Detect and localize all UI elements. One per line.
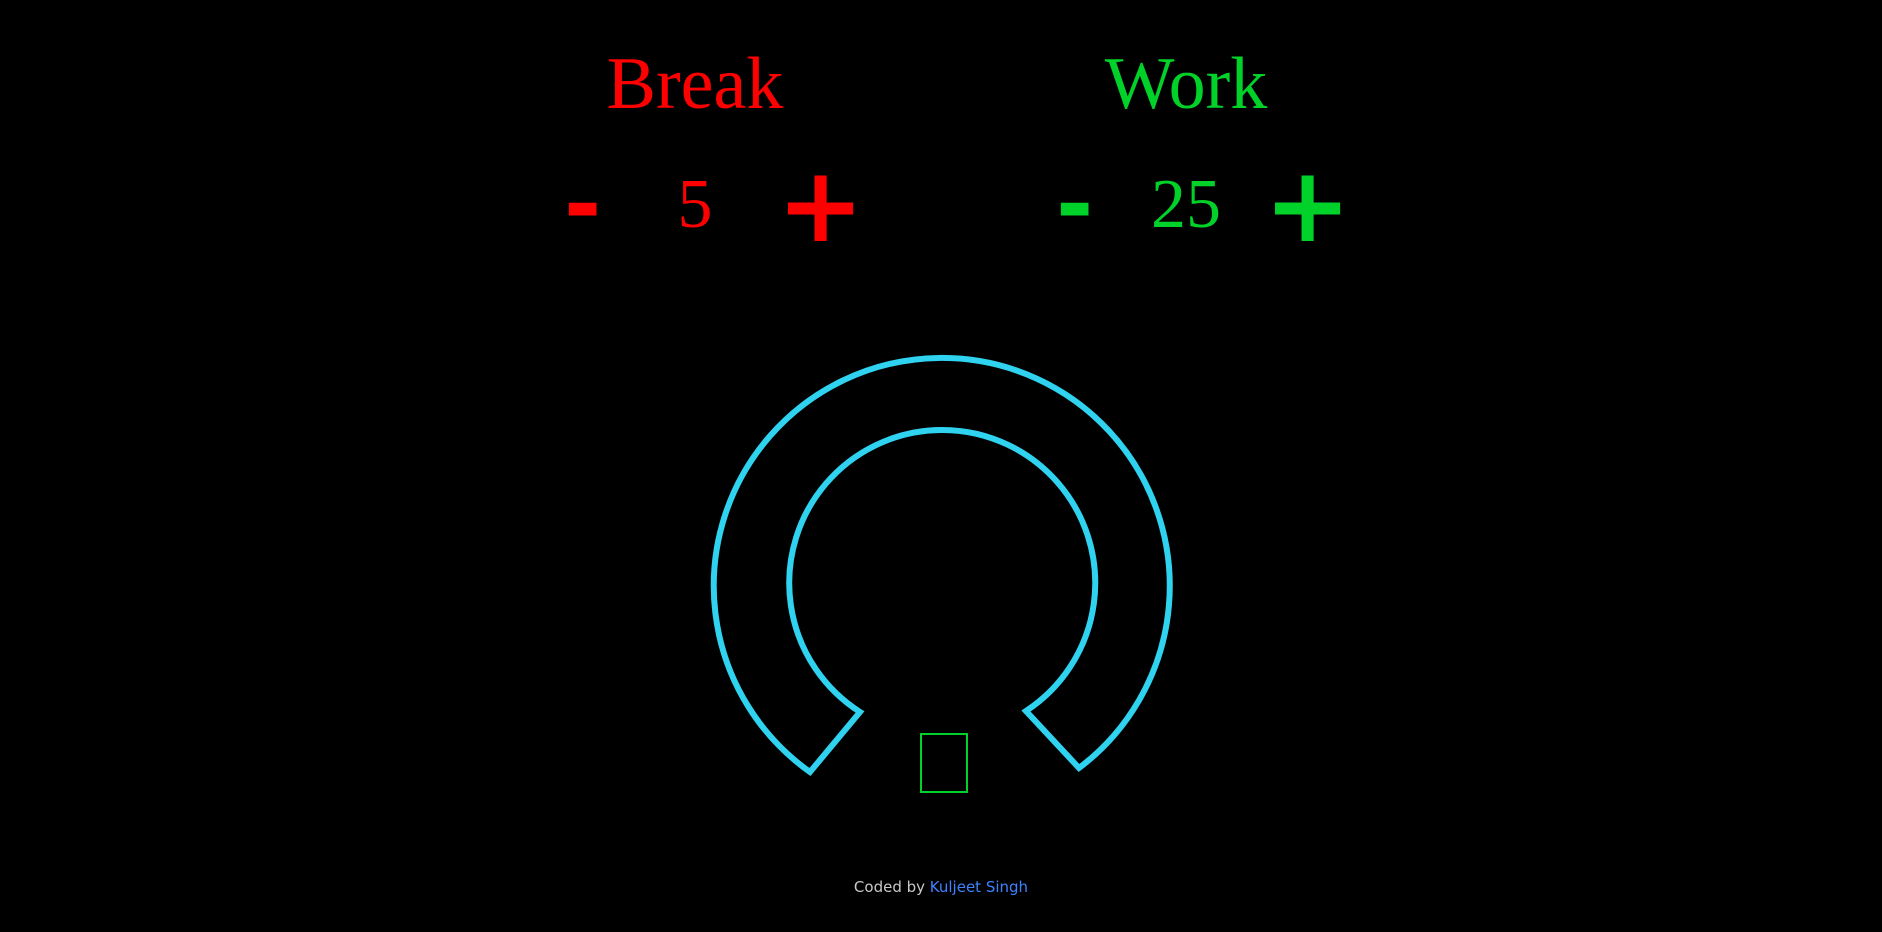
break-controls: - 5 + <box>515 150 875 260</box>
footer-credit: Coded by Kuljeet Singh <box>0 878 1882 896</box>
work-title: Work <box>1104 43 1268 125</box>
break-increase-button[interactable]: + <box>777 144 865 266</box>
square-play-icon[interactable] <box>920 733 968 793</box>
author-link[interactable]: Kuljeet Singh <box>929 878 1029 896</box>
work-increase-button[interactable]: + <box>1264 144 1352 266</box>
break-title: Break <box>606 43 784 125</box>
work-controls: - 25 + <box>1006 150 1366 260</box>
work-decrease-button[interactable]: - <box>1056 152 1094 257</box>
break-length-value: 5 <box>677 166 713 243</box>
footer-prefix: Coded by <box>853 878 926 896</box>
timer-ring[interactable] <box>700 345 1180 795</box>
work-length-value: 25 <box>1151 166 1221 243</box>
timer-ring-outline <box>710 354 1173 777</box>
break-decrease-button[interactable]: - <box>564 152 602 257</box>
